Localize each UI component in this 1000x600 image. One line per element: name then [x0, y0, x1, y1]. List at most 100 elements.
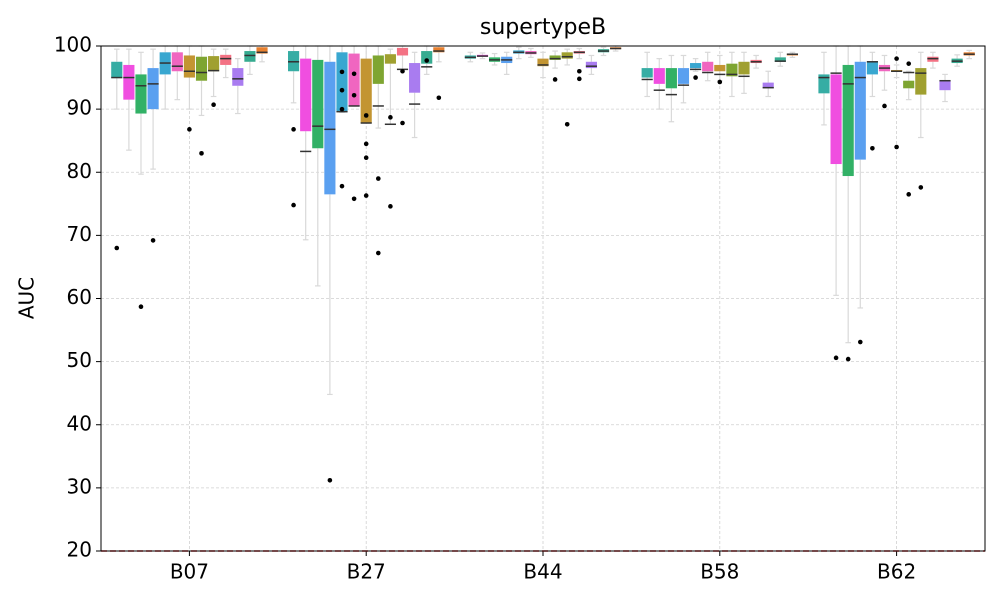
box [147, 68, 159, 110]
box [726, 63, 738, 77]
box [762, 82, 774, 89]
box [232, 68, 244, 86]
box [702, 61, 714, 72]
outlier [363, 155, 369, 161]
box [738, 61, 750, 75]
outlier [894, 144, 899, 150]
box [585, 61, 597, 69]
outlier [424, 58, 430, 63]
box [641, 68, 653, 78]
y-tick-label: 30 [67, 474, 92, 498]
box [372, 55, 384, 84]
outlier [339, 69, 345, 75]
x-tick-label: B44 [523, 560, 562, 584]
box [208, 56, 220, 72]
box [111, 61, 123, 78]
box [396, 47, 409, 56]
box [677, 68, 690, 84]
outlier [577, 68, 582, 74]
outlier [363, 193, 369, 198]
outlier [400, 68, 405, 74]
box [244, 51, 256, 62]
y-tick-label: 80 [67, 159, 92, 183]
box [256, 47, 268, 54]
outlier [351, 71, 357, 77]
box [300, 58, 312, 132]
outlier [918, 185, 924, 190]
outlier [833, 355, 839, 361]
y-tick-label: 70 [67, 222, 92, 246]
box [714, 64, 726, 72]
x-tick-label: B62 [877, 560, 916, 584]
box [866, 61, 878, 75]
box [171, 52, 183, 72]
outlier [906, 192, 912, 197]
outlier [351, 196, 357, 202]
outlier [114, 245, 120, 251]
box [818, 74, 830, 94]
x-tick-label: B27 [347, 560, 386, 584]
box [537, 58, 549, 67]
outlier [870, 145, 875, 151]
box [123, 64, 135, 100]
y-tick-label: 20 [67, 538, 92, 562]
box [360, 58, 372, 124]
box [433, 47, 445, 53]
outlier [894, 56, 899, 61]
outlier [187, 127, 192, 132]
x-tick-label: B58 [700, 560, 739, 584]
box [903, 80, 915, 89]
y-tick-label: 100 [54, 33, 92, 57]
box [549, 55, 561, 60]
box [183, 55, 195, 78]
outlier [564, 121, 570, 127]
y-tick-label: 50 [67, 348, 92, 372]
box [842, 64, 854, 177]
box [348, 53, 360, 106]
y-tick-label: 90 [67, 96, 92, 120]
box [561, 52, 573, 59]
outlier [363, 113, 369, 118]
box [336, 52, 348, 113]
outlier [138, 304, 144, 310]
y-tick-label: 40 [67, 411, 92, 435]
box [195, 56, 208, 81]
outlier [291, 202, 296, 208]
outlier [211, 102, 216, 108]
box [690, 63, 702, 69]
box [939, 80, 951, 91]
outlier [376, 250, 381, 256]
outlier [717, 79, 723, 85]
box [409, 63, 421, 93]
outlier [339, 106, 345, 112]
outlier [436, 95, 442, 101]
outlier [906, 61, 912, 66]
outlier [552, 77, 558, 82]
box [220, 54, 232, 65]
outlier [693, 75, 698, 80]
chart-title: supertypeB [480, 15, 606, 40]
outlier [376, 176, 381, 181]
outlier [150, 238, 156, 243]
outlier [327, 478, 333, 483]
outlier [857, 339, 863, 345]
box [135, 74, 147, 114]
outlier [363, 141, 369, 147]
box [830, 74, 842, 165]
outlier [388, 115, 393, 120]
box [854, 61, 866, 160]
outlier [845, 356, 851, 362]
outlier [388, 204, 393, 209]
box [653, 68, 665, 84]
outlier [882, 103, 887, 109]
box [665, 68, 677, 89]
plot-frame [100, 45, 986, 552]
outlier [351, 92, 357, 98]
outlier [339, 183, 345, 189]
box [324, 61, 336, 195]
y-axis-label: AUC [15, 277, 39, 319]
outlier [339, 87, 345, 93]
outlier [291, 127, 296, 132]
box [421, 51, 433, 64]
